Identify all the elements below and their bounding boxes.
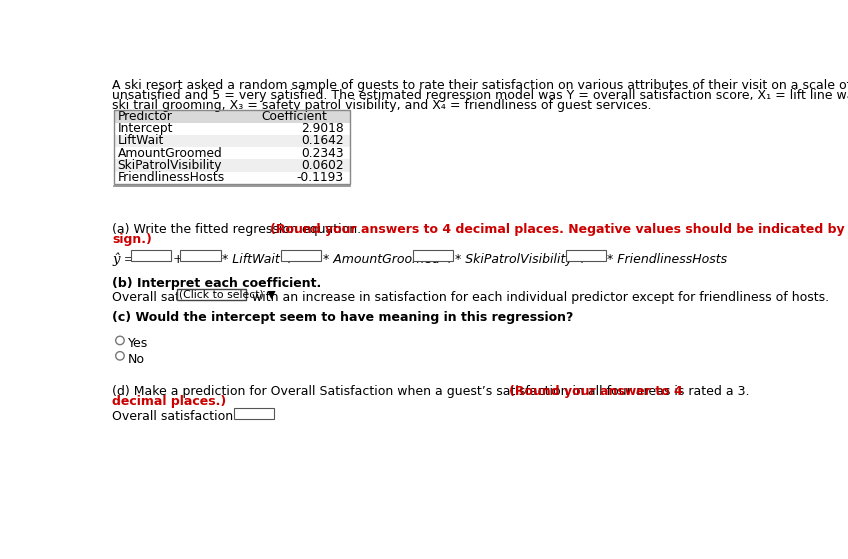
Text: 0.1642: 0.1642: [301, 135, 344, 148]
Text: Yes: Yes: [128, 337, 148, 350]
Text: (c) Would the intercept seem to have meaning in this regression?: (c) Would the intercept seem to have mea…: [112, 311, 573, 324]
Text: decimal places.): decimal places.): [112, 395, 226, 408]
FancyBboxPatch shape: [234, 408, 274, 419]
FancyBboxPatch shape: [413, 250, 453, 261]
FancyBboxPatch shape: [114, 110, 350, 122]
Text: LiftWait: LiftWait: [118, 135, 164, 148]
Text: ŷ =: ŷ =: [112, 253, 135, 266]
FancyBboxPatch shape: [181, 250, 220, 261]
Text: with an increase in satisfaction for each individual predictor except for friend: with an increase in satisfaction for eac…: [248, 291, 829, 304]
Text: 0.0602: 0.0602: [301, 159, 344, 172]
FancyBboxPatch shape: [131, 250, 171, 261]
Text: 2.9018: 2.9018: [301, 122, 344, 135]
Text: * SkiPatrolVisibility +: * SkiPatrolVisibility +: [455, 253, 587, 266]
Text: (Round your answers to 4 decimal places. Negative values should be indicated by : (Round your answers to 4 decimal places.…: [270, 224, 848, 236]
Text: SkiPatrolVisibility: SkiPatrolVisibility: [118, 159, 222, 172]
Text: A ski resort asked a random sample of guests to rate their satisfaction on vario: A ski resort asked a random sample of gu…: [112, 79, 848, 92]
Text: (Round your answer to 4: (Round your answer to 4: [509, 385, 683, 398]
Text: Predictor: Predictor: [118, 110, 172, 123]
FancyBboxPatch shape: [176, 289, 246, 300]
Text: No: No: [128, 353, 145, 366]
Text: * AmountGroomed +: * AmountGroomed +: [323, 253, 455, 266]
FancyBboxPatch shape: [114, 135, 350, 147]
Text: +: +: [173, 253, 183, 266]
FancyBboxPatch shape: [114, 122, 350, 135]
Text: 0.2343: 0.2343: [301, 147, 344, 160]
Text: FriendlinessHosts: FriendlinessHosts: [118, 172, 225, 184]
Text: * LiftWait +: * LiftWait +: [222, 253, 294, 266]
FancyBboxPatch shape: [114, 159, 350, 172]
Text: ski trail grooming, X₃ = safety patrol visibility, and X₄ = friendliness of gues: ski trail grooming, X₃ = safety patrol v…: [112, 100, 652, 112]
Text: Intercept: Intercept: [118, 122, 173, 135]
Text: (a) Write the fitted regression equation.: (a) Write the fitted regression equation…: [112, 224, 365, 236]
Text: Coefficient: Coefficient: [261, 110, 326, 123]
Text: (b) Interpret each coefficient.: (b) Interpret each coefficient.: [112, 277, 321, 290]
FancyBboxPatch shape: [566, 250, 605, 261]
FancyBboxPatch shape: [282, 250, 321, 261]
Text: -0.1193: -0.1193: [297, 172, 344, 184]
Text: AmountGroomed: AmountGroomed: [118, 147, 222, 160]
FancyBboxPatch shape: [114, 172, 350, 184]
Text: unsatisfied and 5 = very satisfied. The estimated regression model was Y = overa: unsatisfied and 5 = very satisfied. The …: [112, 89, 848, 102]
Text: Overall satisfaction score: Overall satisfaction score: [112, 410, 271, 424]
Text: (Click to select) ▼: (Click to select) ▼: [179, 290, 276, 300]
Text: (d) Make a prediction for Overall Satisfaction when a guest’s satisfaction in al: (d) Make a prediction for Overall Satisf…: [112, 385, 754, 398]
FancyBboxPatch shape: [114, 147, 350, 159]
Text: Overall satisfaction: Overall satisfaction: [112, 291, 237, 304]
Text: * FriendlinessHosts: * FriendlinessHosts: [607, 253, 728, 266]
Text: sign.): sign.): [112, 234, 152, 247]
